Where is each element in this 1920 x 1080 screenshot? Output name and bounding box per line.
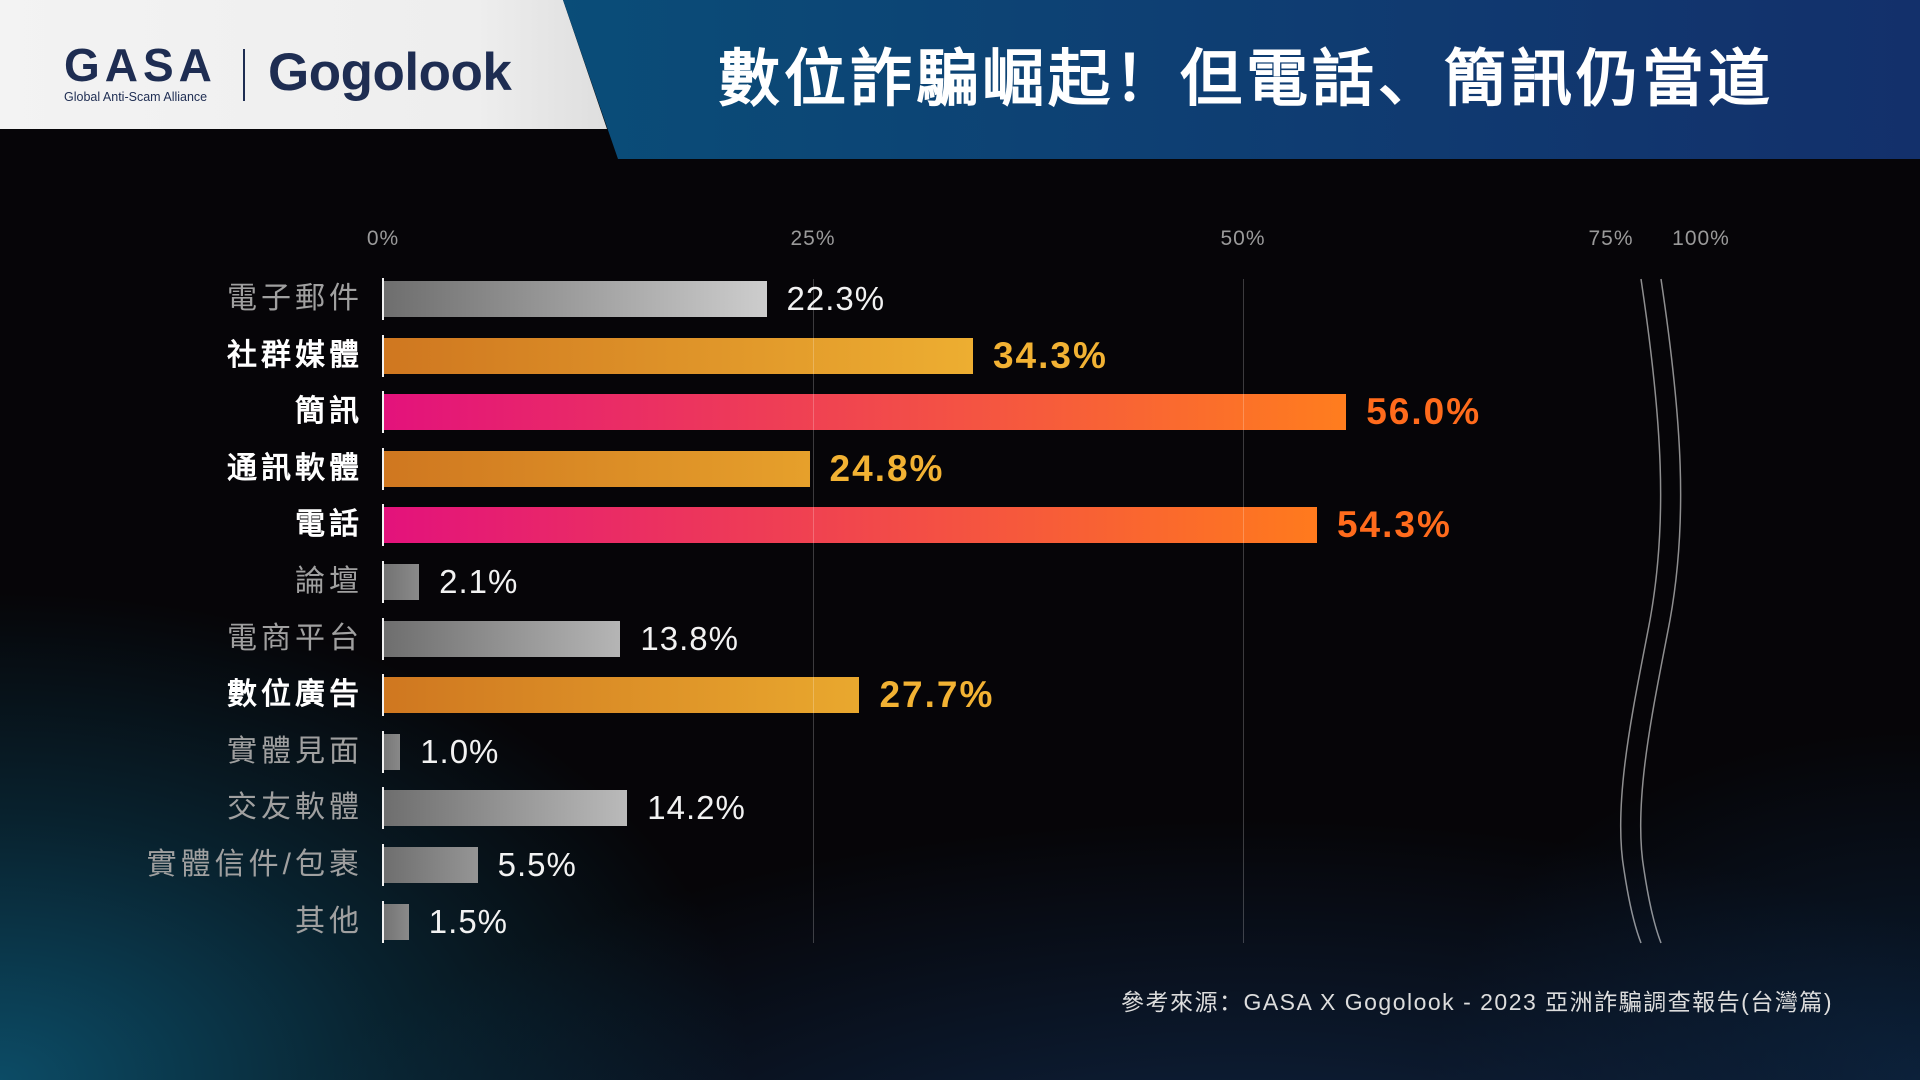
category-label: 論壇 [295,565,363,598]
category-label: 實體信件/包裹 [146,848,363,881]
bar-baseline-tick [382,674,384,717]
bar [383,507,1317,544]
bar-baseline-tick [382,278,384,320]
bar-baseline-tick [382,844,384,886]
value-label: 24.8% [829,447,945,489]
category-label: 電商平台 [227,621,363,655]
value-label: 56.0% [1366,391,1482,433]
category-label: 實體見面 [227,734,363,768]
bar-baseline-tick [382,447,384,490]
bar [383,564,420,600]
title-banner [563,0,1920,159]
source-note: 參考來源：GASA X Gogolook - 2023 亞洲詐騙調查報告(台灣篇… [1120,989,1833,1015]
value-label: 1.0% [420,732,500,770]
bar-baseline-tick [382,787,384,830]
gasa-logo: GASA [64,39,217,91]
x-axis-tick-label: 75% [1588,227,1634,250]
x-axis-tick-label: 0% [366,227,400,250]
value-label: 1.5% [428,902,509,940]
bar-baseline-tick [382,900,384,943]
gridline [1243,279,1244,943]
logo-panel: GASA Global Anti-Scam Alliance Gogolook [0,0,607,129]
bar [383,450,810,487]
bar-baseline-tick [382,617,384,660]
bar-baseline-tick [382,334,384,377]
x-axis-tick-label: 100% [1672,227,1730,250]
bar [383,677,860,714]
bar [383,337,973,374]
category-label: 電子郵件 [227,282,363,315]
page-title: 數位詐騙崛起！但電話、簡訊仍當道 [717,45,1774,114]
category-label: 社群媒體 [227,338,363,372]
x-axis-tick-label: 25% [790,227,836,250]
value-label: 14.2% [647,789,746,827]
bar-baseline-tick [382,504,384,547]
bar [383,847,478,883]
bar [383,733,401,770]
value-label: 22.3% [786,280,886,317]
category-label: 通訊軟體 [227,451,363,485]
gridline [813,279,814,943]
category-label: 交友軟體 [227,791,363,825]
bar-baseline-tick [382,391,384,434]
gasa-logo-tagline: Global Anti-Scam Alliance [64,90,208,104]
bar [383,620,621,657]
axis-break-line [1639,278,1682,944]
bar [383,790,628,827]
x-axis-tick-label: 50% [1220,227,1266,250]
category-label: 電話 [295,508,363,542]
value-label: 2.1% [439,563,519,600]
bar [383,903,409,940]
category-label: 其他 [295,904,363,938]
gogolook-logo: Gogolook [268,43,512,102]
value-label: 13.8% [640,619,739,657]
axis-break-line [1619,278,1662,944]
value-label: 27.7% [879,674,995,716]
value-label: 5.5% [497,846,577,883]
logo-divider [243,49,245,101]
bar-baseline-tick [382,561,384,603]
bar [383,394,1347,431]
value-label: 54.3% [1336,504,1452,546]
bar [383,281,767,317]
category-label: 數位廣告 [227,678,363,712]
category-label: 簡訊 [295,395,363,429]
value-label: 34.3% [992,334,1108,376]
bar-baseline-tick [382,730,384,773]
